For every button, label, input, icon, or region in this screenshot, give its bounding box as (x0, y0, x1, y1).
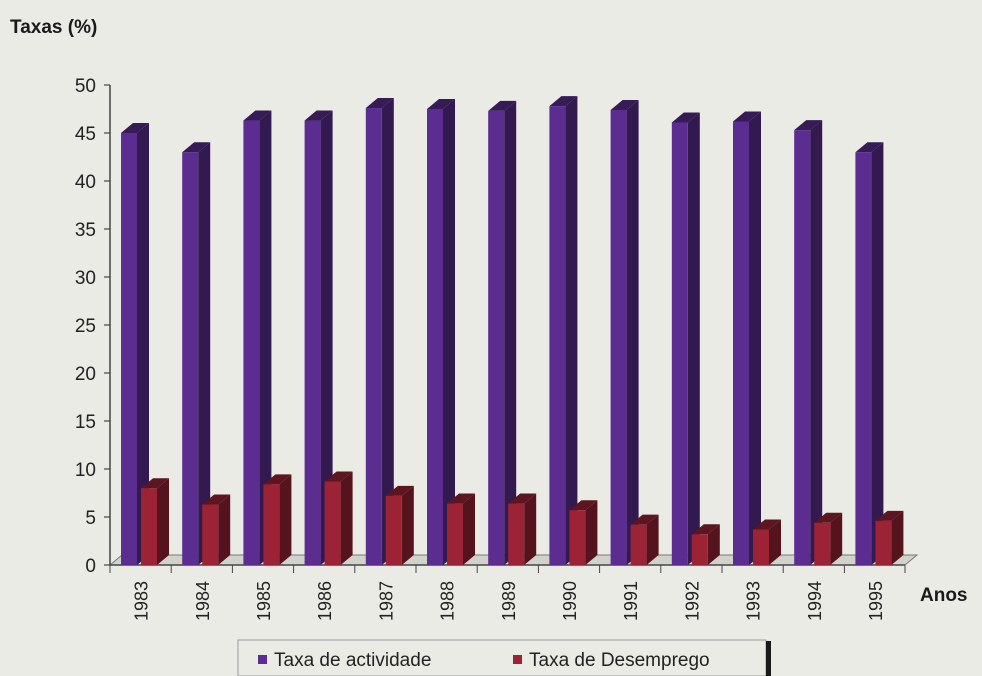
y-tick-label-45: 45 (75, 124, 96, 145)
y-axis-label: Taxas (%) (10, 17, 97, 38)
legend-edge (766, 641, 771, 676)
x-tick-label-1984: 1984 (193, 581, 213, 621)
bar-taxa-de-desemprego-1992 (691, 524, 720, 565)
x-tick-label-1995: 1995 (866, 581, 886, 621)
bar-taxa-de-desemprego-1988 (447, 493, 475, 565)
x-tick-label-1990: 1990 (560, 581, 580, 621)
legend-swatch-taxa-de-actividade (258, 655, 267, 664)
legend-box (237, 639, 767, 676)
y-tick-label-25: 25 (75, 316, 96, 337)
bar-taxa-de-actividade-1985 (243, 110, 272, 566)
x-ticks: 1983 1984 1985 1986 1987 1988 1989 1990 1991 1992… (109, 565, 906, 621)
bar-taxa-de-actividade-1991 (610, 99, 639, 566)
bar-taxa-de-desemprego-1983 (141, 478, 169, 565)
bar-taxa-de-actividade-1989 (488, 100, 517, 566)
bar-taxa-de-desemprego-1993 (753, 519, 781, 565)
bar-taxa-de-actividade-1990 (549, 96, 578, 566)
bar-taxa-de-actividade-1992 (671, 112, 700, 565)
bar-taxa-de-actividade-1993 (733, 111, 761, 565)
x-tick-label-1983: 1983 (132, 581, 152, 621)
legend-label-taxa-de-desemprego: Taxa de Desemprego (529, 650, 710, 671)
y-tick-label-20: 20 (75, 364, 96, 385)
bar-taxa-de-actividade-1994 (794, 120, 823, 566)
bar-taxa-de-desemprego-1994 (814, 512, 843, 565)
bar-taxa-de-desemprego-1990 (569, 500, 598, 565)
bar-taxa-de-actividade-1987 (365, 98, 394, 565)
bar-taxa-de-desemprego-1984 (202, 494, 231, 565)
y-tick-label-10: 10 (75, 460, 96, 481)
x-axis-label: Anos (920, 585, 968, 606)
legend: Taxa de actividade Taxa de Desemprego (237, 639, 771, 676)
legend-label-taxa-de-actividade: Taxa de actividade (274, 650, 431, 671)
bar-taxa-de-desemprego-1989 (508, 493, 537, 565)
y-ticks: 0 5 10 15 20 25 30 35 40 45 50 (75, 76, 110, 577)
y-tick-label-50: 50 (75, 76, 96, 97)
bar-taxa-de-desemprego-1991 (630, 514, 659, 565)
bar-taxa-de-actividade-1995 (855, 142, 884, 565)
y-tick-label-15: 15 (75, 412, 96, 433)
bar-taxa-de-desemprego-1985 (263, 474, 292, 565)
bar-taxa-de-desemprego-1986 (324, 471, 353, 565)
bar-taxa-de-desemprego-1987 (385, 485, 414, 565)
y-tick-label-5: 5 (85, 508, 96, 529)
bar-taxa-de-actividade-1983 (121, 123, 149, 565)
legend-swatch-taxa-de-desemprego (513, 655, 522, 664)
x-tick-label-1994: 1994 (805, 581, 825, 621)
bar-taxa-de-actividade-1988 (427, 99, 455, 565)
bar-taxa-de-desemprego-1995 (875, 510, 904, 565)
x-tick-label-1985: 1985 (254, 581, 274, 621)
x-tick-label-1986: 1986 (315, 581, 335, 621)
x-tick-label-1992: 1992 (682, 581, 702, 621)
y-tick-label-0: 0 (85, 556, 96, 577)
x-tick-label-1989: 1989 (499, 581, 519, 621)
bar-taxa-de-actividade-1984 (182, 142, 211, 565)
x-tick-label-1993: 1993 (744, 581, 764, 621)
y-tick-label-40: 40 (75, 172, 96, 193)
y-tick-label-35: 35 (75, 220, 96, 241)
bar-taxa-de-actividade-1986 (304, 110, 333, 566)
bars (121, 96, 904, 566)
y-tick-label-30: 30 (75, 268, 96, 289)
x-tick-label-1987: 1987 (376, 581, 396, 621)
x-tick-label-1988: 1988 (438, 581, 458, 621)
x-tick-label-1991: 1991 (621, 581, 641, 621)
